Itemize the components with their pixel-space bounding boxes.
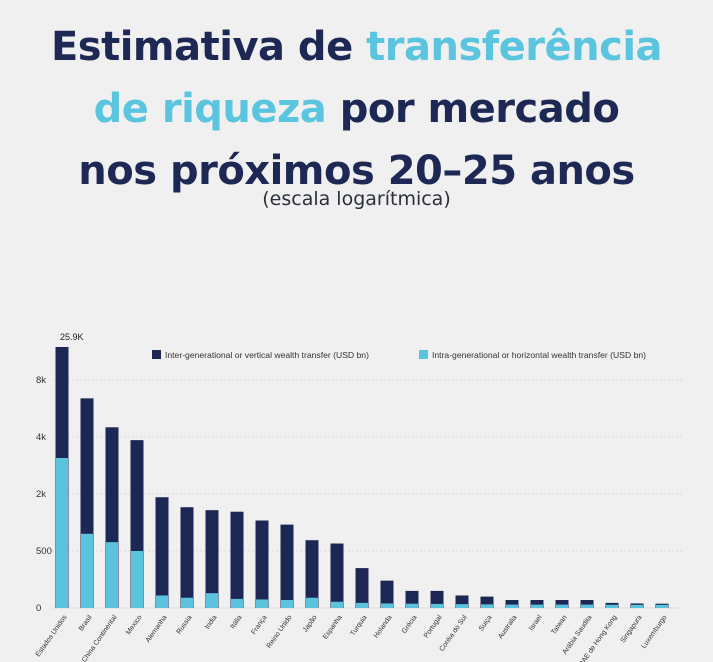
x-tick-label: Luxemburgo xyxy=(641,614,669,650)
x-tick-label: Brasil xyxy=(78,614,94,633)
bar-intra xyxy=(356,602,368,608)
x-tick-label: França xyxy=(250,614,268,636)
title-line1-start: Estimativa de xyxy=(50,24,367,70)
bar-intra xyxy=(506,604,518,608)
bar-intra xyxy=(256,599,268,608)
legend-swatch-intra xyxy=(419,350,428,359)
title-line2-highlight: de riqueza xyxy=(93,86,327,132)
bar-intra xyxy=(656,604,668,608)
legend-label-inter: Inter-generational or vertical wealth tr… xyxy=(165,350,369,360)
bar-intra xyxy=(206,593,218,608)
x-tick-label: Grécia xyxy=(401,614,419,635)
bar-intra xyxy=(381,603,393,608)
x-tick-label: Turquia xyxy=(349,614,368,637)
x-tick-label: Israel xyxy=(528,614,544,632)
bar-intra xyxy=(456,604,468,608)
x-tick-label: Russia xyxy=(176,614,194,636)
bar-inter xyxy=(530,600,544,608)
x-tick-label: Mexico xyxy=(125,614,144,636)
bar-inter xyxy=(230,511,244,608)
bar-intra xyxy=(231,598,243,608)
bar-inter xyxy=(480,596,494,608)
x-tick-label: Estados Unidos xyxy=(35,614,69,659)
x-tick-label: Coréia do Sul xyxy=(439,614,469,653)
x-tick-label: Japão xyxy=(302,614,319,634)
x-tick-label: Alemanha xyxy=(145,614,169,644)
bar-intra xyxy=(606,604,618,608)
bar-intra xyxy=(406,603,418,608)
bar-intra xyxy=(131,551,143,608)
bar-inter xyxy=(305,540,319,608)
y-tick-label: 500 xyxy=(36,546,52,557)
x-tick-label: Reino Unido xyxy=(266,614,294,650)
legend-label-intra: Intra-generational or horizontal wealth … xyxy=(432,350,646,360)
x-tick-label: Espanha xyxy=(322,614,344,641)
legend: Inter-generational or vertical wealth tr… xyxy=(152,350,646,360)
annotation-top-value: 25.9K xyxy=(60,332,84,342)
bar-intra xyxy=(531,604,543,608)
bars xyxy=(55,347,669,608)
bar-inter xyxy=(505,600,519,608)
x-tick-label: Australia xyxy=(497,614,518,640)
y-tick-label: 4k xyxy=(36,432,46,443)
x-tick-label: Suiça xyxy=(478,614,494,632)
bar-inter xyxy=(430,590,444,608)
title-line1-highlight: transferência xyxy=(366,24,663,70)
bar-inter xyxy=(580,600,594,608)
x-tick-label: Portugal xyxy=(423,614,444,640)
x-tick-label: Itália xyxy=(229,614,243,630)
bar-intra xyxy=(631,604,643,608)
bar-intra xyxy=(581,604,593,608)
bar-intra xyxy=(106,542,118,608)
x-tick-label: Singapura xyxy=(620,614,644,644)
bar-intra xyxy=(156,595,168,608)
y-tick-label: 2k xyxy=(36,489,46,500)
x-tick-label: Taiwan xyxy=(550,614,568,636)
legend-swatch-inter xyxy=(152,350,161,359)
bar-inter xyxy=(330,543,344,608)
bar-intra xyxy=(556,604,568,608)
bar-inter xyxy=(205,510,219,608)
bar-intra xyxy=(281,600,293,608)
title-line2-end: por mercado xyxy=(326,86,620,132)
bar-intra xyxy=(306,597,318,608)
x-tick-label: Holanda xyxy=(373,614,394,639)
chart-title: Estimativa de transferência de riqueza p… xyxy=(0,16,713,202)
bar-inter xyxy=(380,580,394,608)
bar-intra xyxy=(56,457,68,608)
title-line3: nos próximos 20–25 anos xyxy=(78,148,635,194)
y-tick-label: 0 xyxy=(36,603,41,614)
y-axis: 0 500 2k 4k 8k xyxy=(36,375,52,614)
chart-subtitle: (escala logarítmica) xyxy=(262,188,451,210)
bar-inter xyxy=(155,497,169,608)
bar-intra xyxy=(431,603,443,608)
bar-intra xyxy=(331,601,343,608)
bar-intra xyxy=(481,604,493,608)
y-tick-label: 8k xyxy=(36,375,46,386)
bar-inter xyxy=(180,507,194,608)
bar-intra xyxy=(181,597,193,608)
x-tick-label: India xyxy=(204,614,219,631)
bar-intra xyxy=(81,533,93,608)
bar-inter xyxy=(280,524,294,608)
bar-inter xyxy=(255,520,269,608)
bar-inter xyxy=(555,600,569,608)
bar-inter xyxy=(355,568,369,608)
